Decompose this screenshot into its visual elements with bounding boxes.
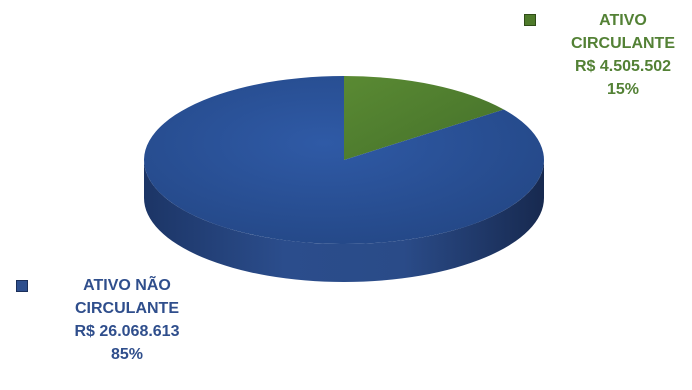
label-value: R$ 4.505.502: [574, 58, 672, 75]
label-percent: 15%: [606, 81, 640, 98]
data-label-ativo-circulante: ATIVO CIRCULANTE R$ 4.505.502 15%: [548, 9, 692, 101]
label-name-line1: ATIVO: [599, 12, 647, 29]
label-name-line2: CIRCULANTE: [75, 300, 179, 317]
label-name-line2: CIRCULANTE: [571, 35, 675, 52]
label-name-line1: ATIVO NÃO: [83, 277, 171, 294]
pie-slice-ativo-nao-circulante: [143, 76, 544, 244]
legend-swatch-ativo-nao-circulante: [16, 280, 28, 292]
label-percent: 85%: [110, 346, 144, 363]
label-value: R$ 26.068.613: [74, 323, 180, 340]
pie-slice-ativo-circulante: [344, 76, 504, 160]
legend-swatch-ativo-circulante: [524, 14, 536, 26]
data-label-ativo-nao-circulante: ATIVO NÃO CIRCULANTE R$ 26.068.613 85%: [36, 274, 218, 366]
pie-side-wall: [144, 160, 544, 282]
